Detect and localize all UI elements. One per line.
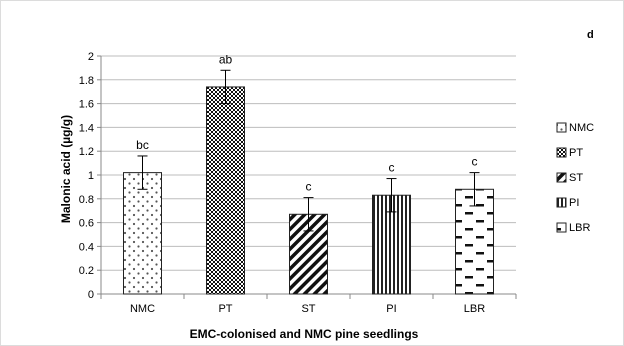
legend: NMC PT ST PI LBR	[556, 122, 594, 234]
significance-label-nmc: bc	[136, 138, 149, 152]
gridlines	[101, 55, 516, 271]
significance-label-pi: c	[389, 161, 395, 175]
significance-label-st: c	[306, 180, 312, 194]
y-tick-label: 0.4	[79, 241, 94, 253]
labels: 0 0.2 0.4 0.6 0.8 1 1.2 1.4 1.6 1.8 2 bc NMC ab PT c ST c…	[79, 51, 486, 315]
y-tick-label: 1.2	[79, 146, 94, 158]
legend-label-pt: PT	[569, 147, 583, 159]
legend-swatch-nmc	[556, 122, 567, 133]
legend-swatch-pt	[556, 147, 567, 158]
legend-swatch-lbr	[556, 222, 567, 233]
significance-label-lbr: c	[472, 155, 478, 169]
x-tick-label-nmc: NMC	[130, 303, 155, 315]
bars	[123, 69, 494, 295]
y-tick-label: 0.8	[79, 194, 94, 206]
bar-lbr	[455, 188, 494, 295]
x-axis-title: EMC-colonised and NMC pine seedlings	[190, 327, 419, 341]
legend-swatch-pi	[556, 197, 567, 208]
legend-label-pi: PI	[569, 197, 579, 209]
y-axis-title: Malonic acid (µg/g)	[59, 115, 73, 223]
x-tick-label-pi: PI	[386, 303, 396, 315]
legend-swatch-st	[556, 172, 567, 183]
y-tick-label: 2	[88, 51, 94, 63]
panel-label: d	[587, 29, 594, 41]
y-tick-label: 1.6	[79, 99, 94, 111]
bar-nmc	[123, 172, 162, 295]
significance-label-pt: ab	[219, 52, 233, 66]
x-tick-label-lbr: LBR	[464, 303, 485, 315]
legend-label-st: ST	[569, 172, 583, 184]
legend-label-lbr: LBR	[569, 222, 590, 234]
y-tick-label: 0.2	[79, 265, 94, 277]
y-tick-label: 1.8	[79, 75, 94, 87]
y-tick-label: 1	[88, 170, 94, 182]
bar-pt	[206, 86, 245, 295]
x-tick-label-st: ST	[301, 303, 315, 315]
legend-label-nmc: NMC	[569, 122, 594, 134]
y-tick-label: 1.4	[79, 122, 94, 134]
y-tick-label: 0.6	[79, 218, 94, 230]
y-tick-label: 0	[88, 289, 94, 301]
x-tick-label-pt: PT	[218, 303, 232, 315]
